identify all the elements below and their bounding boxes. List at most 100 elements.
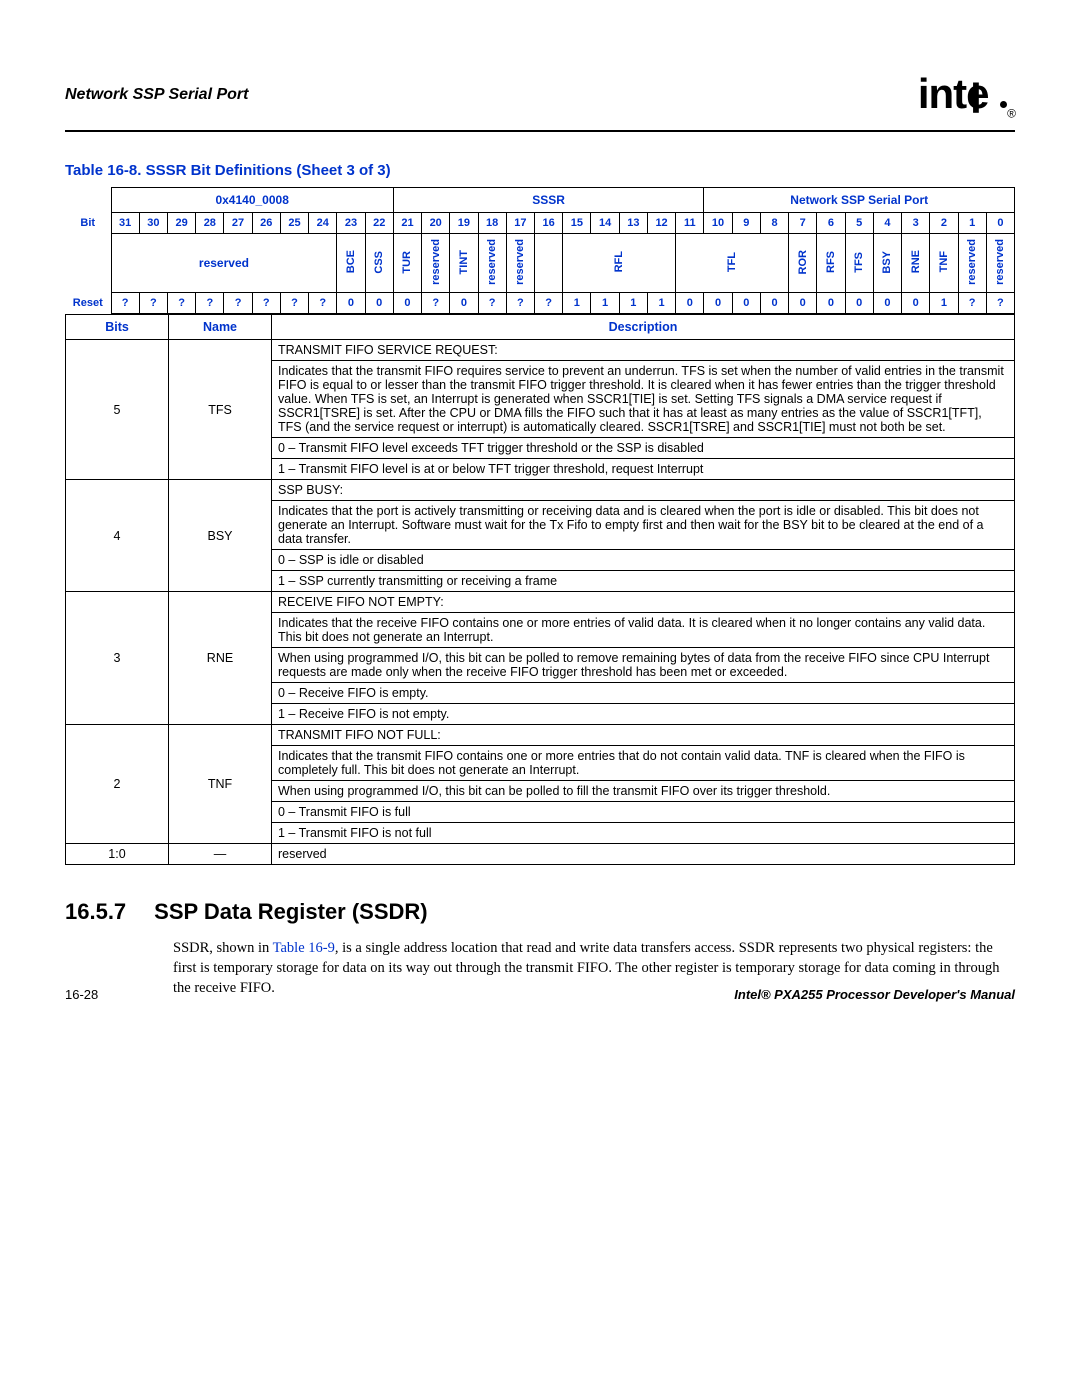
section-number: 16.5.7 [65,899,126,925]
desc-line: TRANSMIT FIFO SERVICE REQUEST: [272,340,1014,361]
bit-num: 12 [647,213,675,234]
bit-field: ROR [789,234,817,293]
reg-header-row: 0x4140_0008 SSSR Network SSP Serial Port [65,188,1015,213]
reset-val: ? [224,293,252,314]
desc-cell: reserved [272,844,1015,865]
bit-num: 22 [365,213,393,234]
reset-val: ? [478,293,506,314]
reset-val: ? [535,293,563,314]
bit-field: TUR [393,234,421,293]
bit-field: TFS [845,234,873,293]
register-table: 0x4140_0008 SSSR Network SSP Serial Port… [65,187,1015,314]
desc-line: Indicates that the port is actively tran… [272,501,1014,550]
desc-line: 0 – Receive FIFO is empty. [272,683,1014,704]
bit-field: BSY [873,234,901,293]
bit-field: reserved [111,234,337,293]
manual-title: Intel® PXA255 Processor Developer's Manu… [734,987,1015,1002]
bit-label: Bit [65,213,111,234]
table-caption: Table 16-8. SSSR Bit Definitions (Sheet … [65,162,1015,179]
bit-field: reserved [986,234,1014,293]
desc-line: TRANSMIT FIFO NOT FULL: [272,725,1014,746]
bit-num: 10 [704,213,732,234]
reset-val: 0 [873,293,901,314]
bit-num: 29 [167,213,195,234]
bit-num: 11 [676,213,704,234]
desc-line: 0 – Transmit FIFO level exceeds TFT trig… [272,438,1014,459]
col-desc: Description [272,315,1015,340]
reset-val: ? [139,293,167,314]
field-row: reservedBCECSSTURreservedTINTreservedres… [65,234,1015,293]
desc-line: 1 – Receive FIFO is not empty. [272,704,1014,724]
intel-logo: intel ® [918,70,1015,120]
reset-val: ? [167,293,195,314]
page-header: Network SSP Serial Port intel ® [65,70,1015,120]
desc-line: 0 – Transmit FIFO is full [272,802,1014,823]
bit-num: 17 [506,213,534,234]
reset-val: 1 [563,293,591,314]
desc-line: RECEIVE FIFO NOT EMPTY: [272,592,1014,613]
desc-line: Indicates that the transmit FIFO contain… [272,746,1014,781]
reset-val: 0 [704,293,732,314]
bit-num: 27 [224,213,252,234]
bit-field [535,234,563,293]
bit-field: reserved [506,234,534,293]
bit-num: 18 [478,213,506,234]
table-row: 5TFSTRANSMIT FIFO SERVICE REQUEST:Indica… [66,340,1015,480]
bit-field: reserved [422,234,450,293]
desc-cell: RECEIVE FIFO NOT EMPTY:Indicates that th… [272,592,1015,725]
bit-num: 31 [111,213,139,234]
reset-val: 0 [902,293,930,314]
para-pre: SSDR, shown in [173,940,273,956]
bits-cell: 5 [66,340,169,480]
bits-cell: 4 [66,480,169,592]
reset-val: ? [422,293,450,314]
reset-val: 0 [365,293,393,314]
table-link[interactable]: Table 16-9 [273,940,335,956]
page-number: 16-28 [65,987,98,1002]
section-name: Network SSP Serial Port [65,86,248,104]
bit-num: 8 [760,213,788,234]
reset-val: ? [506,293,534,314]
bit-field: RFS [817,234,845,293]
desc-header-row: Bits Name Description [66,315,1015,340]
bit-num: 28 [196,213,224,234]
bit-field: reserved [478,234,506,293]
bit-num: 4 [873,213,901,234]
desc-line: When using programmed I/O, this bit can … [272,781,1014,802]
name-cell: BSY [169,480,272,592]
bit-num: 26 [252,213,280,234]
bit-field: reserved [958,234,986,293]
reset-val: ? [986,293,1014,314]
bit-field: TNF [930,234,958,293]
bit-num: 3 [902,213,930,234]
desc-line: SSP BUSY: [272,480,1014,501]
desc-line: reserved [272,844,1014,864]
col-bits: Bits [66,315,169,340]
bits-cell: 2 [66,725,169,844]
name-cell: — [169,844,272,865]
reset-val: 0 [760,293,788,314]
reset-row: Reset ????????000?0???11110000000001?? [65,293,1015,314]
bit-num: 9 [732,213,760,234]
reset-val: 1 [930,293,958,314]
bit-num: 19 [450,213,478,234]
desc-line: 1 – SSP currently transmitting or receiv… [272,571,1014,591]
reset-val: 1 [591,293,619,314]
bit-field: BCE [337,234,365,293]
section-heading: 16.5.7 SSP Data Register (SSDR) [65,899,1015,925]
bit-num: 13 [619,213,647,234]
bit-field: TINT [450,234,478,293]
bit-num: 1 [958,213,986,234]
desc-cell: TRANSMIT FIFO SERVICE REQUEST:Indicates … [272,340,1015,480]
reset-val: ? [196,293,224,314]
section-title: SSP Data Register (SSDR) [154,899,427,925]
bit-field: RFL [563,234,676,293]
reset-val: 0 [732,293,760,314]
table-row: 4BSYSSP BUSY:Indicates that the port is … [66,480,1015,592]
reset-val: 0 [817,293,845,314]
bit-num: 2 [930,213,958,234]
bits-cell: 3 [66,592,169,725]
bit-num: 30 [139,213,167,234]
reset-val: 1 [647,293,675,314]
reset-val: 1 [619,293,647,314]
